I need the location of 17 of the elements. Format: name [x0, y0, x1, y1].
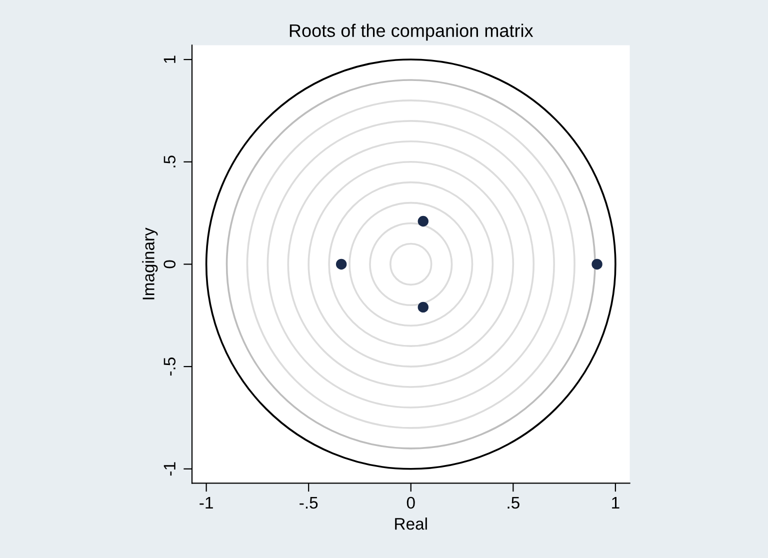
point — [418, 302, 429, 313]
x-tick-label: 1 — [612, 497, 620, 508]
x-tick-label: -1 — [200, 497, 213, 508]
point — [592, 258, 602, 270]
y-tick-label: -.5 — [164, 358, 176, 376]
y-tick-label: -1 — [164, 462, 176, 476]
y-axis-title: Imaginary — [142, 228, 158, 300]
chart-title: Roots of the companion matrix — [290, 24, 534, 41]
x-tick-label: 0 — [406, 496, 415, 509]
x-axis-title: Real — [395, 518, 427, 530]
x-tick-label: -.5 — [300, 497, 318, 509]
y-tick-label: 0 — [164, 260, 176, 268]
point — [418, 216, 429, 227]
point — [336, 258, 347, 270]
y-tick-label: .5 — [164, 156, 176, 168]
y-tick-label: 1 — [164, 56, 176, 63]
x-tick-label: .5 — [508, 497, 520, 509]
